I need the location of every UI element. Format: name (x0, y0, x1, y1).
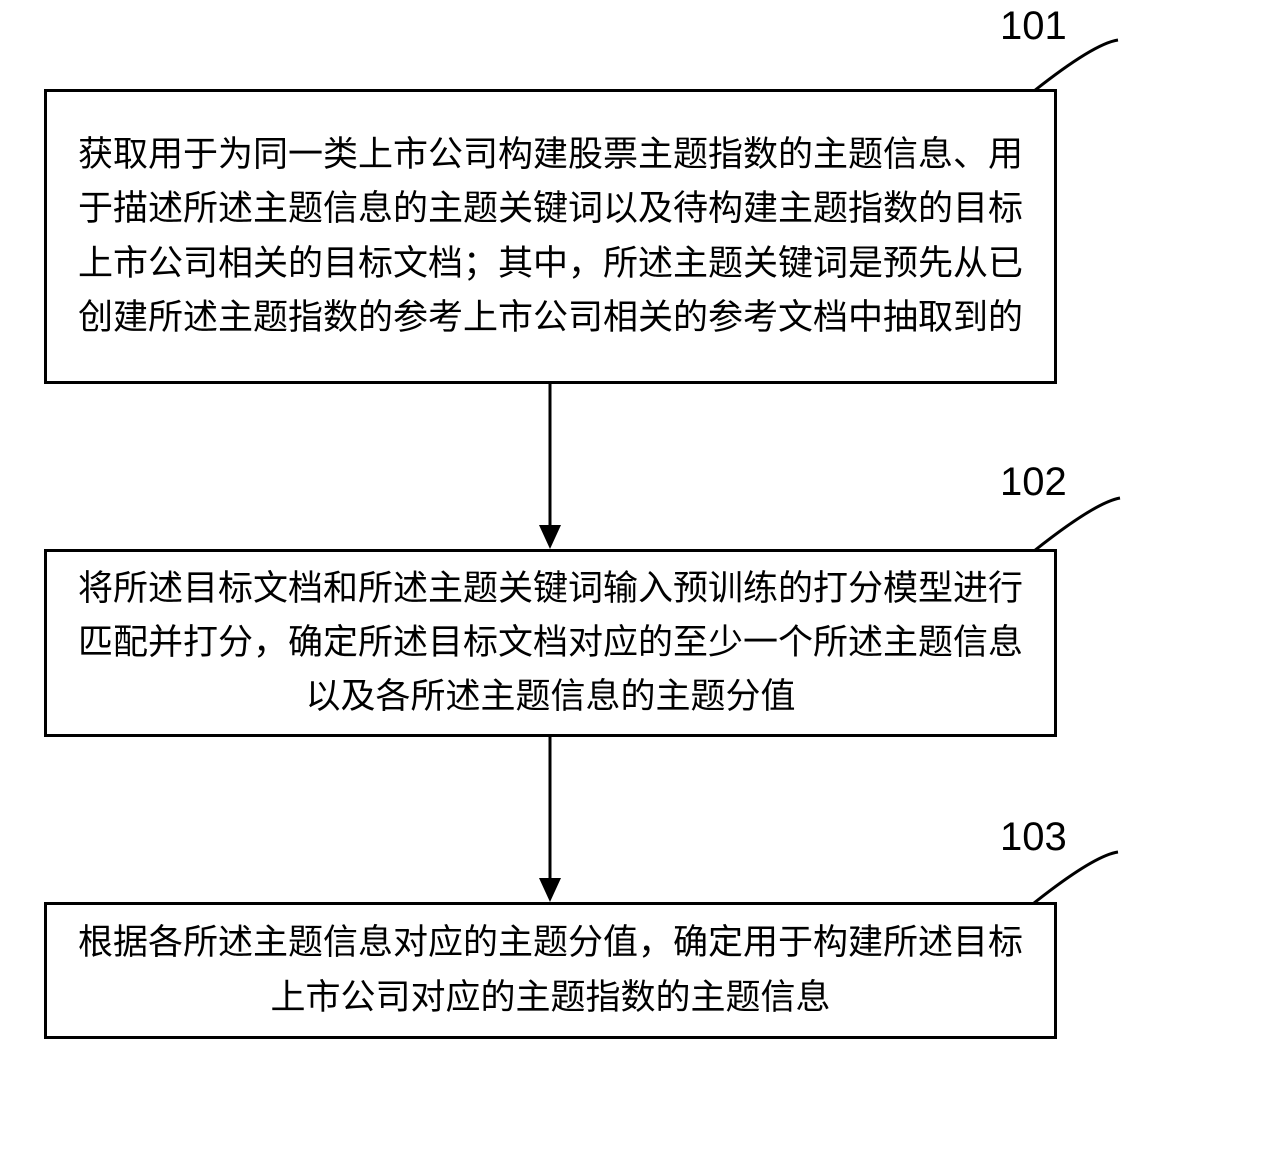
leader-102 (1032, 496, 1122, 553)
flow-text-101: 获取用于为同一类上市公司构建股票主题指数的主题信息、用于描述所述主题信息的主题关… (47, 128, 1054, 345)
flow-box-103: 根据各所述主题信息对应的主题分值，确定用于构建所述目标上市公司对应的主题指数的主… (44, 902, 1057, 1039)
flow-box-102: 将所述目标文档和所述主题关键词输入预训练的打分模型进行匹配并打分，确定所述目标文… (44, 549, 1057, 737)
leader-101 (1032, 38, 1120, 93)
flow-text-103: 根据各所述主题信息对应的主题分值，确定用于构建所述目标上市公司对应的主题指数的主… (47, 916, 1054, 1025)
arrow-102-103 (528, 737, 572, 902)
flow-box-101: 获取用于为同一类上市公司构建股票主题指数的主题信息、用于描述所述主题信息的主题关… (44, 89, 1057, 384)
flow-text-102: 将所述目标文档和所述主题关键词输入预训练的打分模型进行匹配并打分，确定所述目标文… (47, 562, 1054, 725)
leader-103 (1032, 850, 1120, 905)
arrow-101-102 (528, 384, 572, 549)
